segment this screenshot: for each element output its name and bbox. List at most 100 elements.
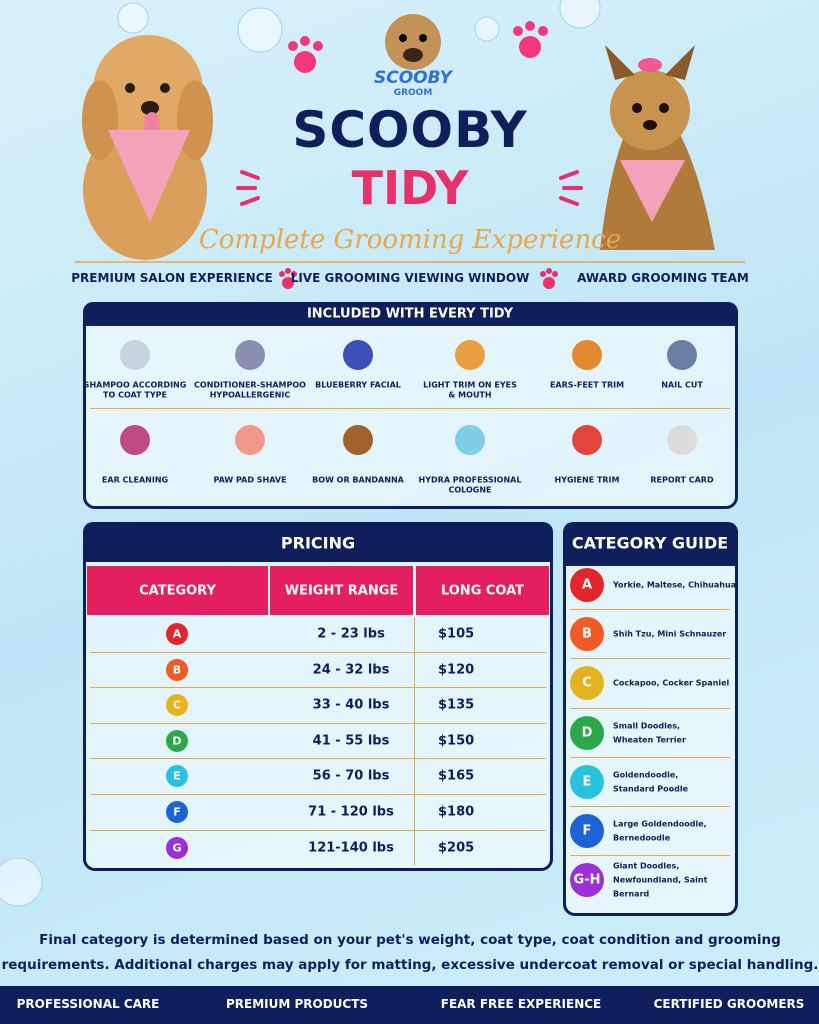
letter-badge (570, 814, 604, 848)
letter-badge (570, 715, 604, 750)
price: $180 (438, 804, 475, 820)
letter-badge (570, 764, 604, 799)
price: $120 (438, 662, 475, 678)
included-label: PAW PAD SHAVE (213, 475, 287, 485)
row-line (570, 707, 730, 709)
section-title: PRICING (280, 533, 356, 553)
guide-text: Bernard (613, 889, 650, 899)
footer-item: PREMIUM PRODUCTS (225, 997, 369, 1011)
guide-text: Cockapoo, Cocker Spaniel (613, 678, 730, 688)
category-letter: G-H (573, 872, 601, 888)
section-title: CATEGORY GUIDE (571, 533, 729, 553)
guide-text: Standard Poodle (613, 784, 689, 794)
letter-badge (166, 801, 188, 823)
guide-text: Goldendoodle, (613, 770, 679, 780)
row-line (570, 658, 730, 660)
guide-text: Wheaten Terrier (613, 735, 686, 745)
category-letter: C (582, 675, 592, 691)
column-header: CATEGORY (139, 583, 216, 599)
pricing-band (83, 522, 553, 562)
guide-text: Yorkie, Maltese, Chihuahua (613, 580, 737, 590)
icon (667, 425, 697, 455)
category-letter: C (172, 698, 182, 712)
header-cell (416, 566, 549, 615)
included-label: TO COAT TYPE (103, 390, 167, 400)
letter-badge (166, 836, 188, 859)
price: $135 (438, 697, 475, 713)
subtitle: TIDY (351, 161, 469, 215)
row-line (570, 609, 730, 611)
divider (90, 408, 730, 409)
weight-range: 41 - 55 lbs (312, 733, 390, 749)
icon (343, 340, 373, 370)
category-letter: G (172, 841, 182, 855)
letter-badge (166, 694, 188, 717)
included-box (83, 302, 738, 509)
included-label: SHAMPOO ACCORDING (83, 380, 187, 390)
category-letter: B (172, 663, 182, 677)
weight-range: 56 - 70 lbs (312, 768, 390, 784)
weight-range: 71 - 120 lbs (308, 804, 394, 820)
included-label: BLUEBERRY FACIAL (315, 380, 401, 390)
category-letter: E (582, 774, 592, 790)
title: SCOOBY (292, 101, 528, 159)
included-label: LIGHT TRIM ON EYES (423, 380, 517, 390)
feature: AWARD GROOMING TEAM (577, 271, 749, 285)
included-label: & MOUTH (448, 390, 492, 400)
row-line (570, 855, 730, 857)
category-letter: F (173, 805, 181, 819)
footer-item: PROFESSIONAL CARE (16, 997, 160, 1011)
header-cell (87, 566, 268, 615)
category-letter: F (582, 823, 592, 839)
row-line (90, 651, 546, 653)
included-label: EARS-FEET TRIM (549, 380, 625, 390)
included-label: HYGIENE TRIM (554, 475, 620, 485)
price: $165 (438, 768, 475, 784)
footer-item: FEAR FREE EXPERIENCE (440, 997, 602, 1011)
price: $150 (438, 733, 475, 749)
header-cell (270, 566, 413, 615)
category-letter: A (581, 577, 593, 593)
letter-badge (570, 666, 604, 701)
feature: PREMIUM SALON EXPERIENCE (71, 271, 273, 285)
logo-text: SCOOBY (374, 68, 452, 88)
note: Final category is determined based on yo… (39, 932, 781, 948)
icon (235, 425, 265, 455)
footer-band (0, 986, 819, 1024)
icon (667, 340, 697, 370)
icon (572, 340, 602, 370)
category-letter: A (172, 627, 182, 641)
price: $105 (438, 626, 475, 642)
letter-badge (166, 729, 188, 752)
guide-text: Bernedoodle (613, 833, 671, 843)
letter-badge (570, 568, 604, 602)
letter-badge (570, 617, 604, 652)
guide-text: Newfoundland, Saint (613, 875, 708, 885)
category-letter: E (173, 769, 181, 783)
row-line (90, 758, 546, 760)
letter-badge (570, 863, 604, 898)
icon (120, 425, 150, 455)
row-line (570, 756, 730, 758)
section-title: INCLUDED WITH EVERY TIDY (306, 306, 514, 322)
letter-badge (166, 623, 188, 645)
row-line (90, 829, 546, 831)
feature: LIVE GROOMING VIEWING WINDOW (290, 271, 530, 285)
category-letter: B (582, 626, 592, 642)
note: requirements. Additional charges may app… (1, 957, 819, 973)
included-band (83, 302, 738, 326)
guide-text: Small Doodles, (613, 721, 681, 731)
tagline: Complete Grooming Experience (198, 225, 622, 255)
category-letter: D (172, 734, 182, 748)
footer-item: CERTIFIED GROOMERS (653, 997, 805, 1011)
row-line (90, 687, 546, 689)
included-label: REPORT CARD (650, 475, 714, 485)
included-label: CONDITIONER-SHAMPOO (194, 380, 306, 390)
row-line (570, 806, 730, 807)
icon (455, 340, 485, 370)
weight-range: 33 - 40 lbs (312, 697, 390, 713)
icon (343, 425, 373, 455)
included-label: NAIL CUT (661, 380, 703, 390)
guide-text: Giant Doodles, (613, 861, 680, 871)
